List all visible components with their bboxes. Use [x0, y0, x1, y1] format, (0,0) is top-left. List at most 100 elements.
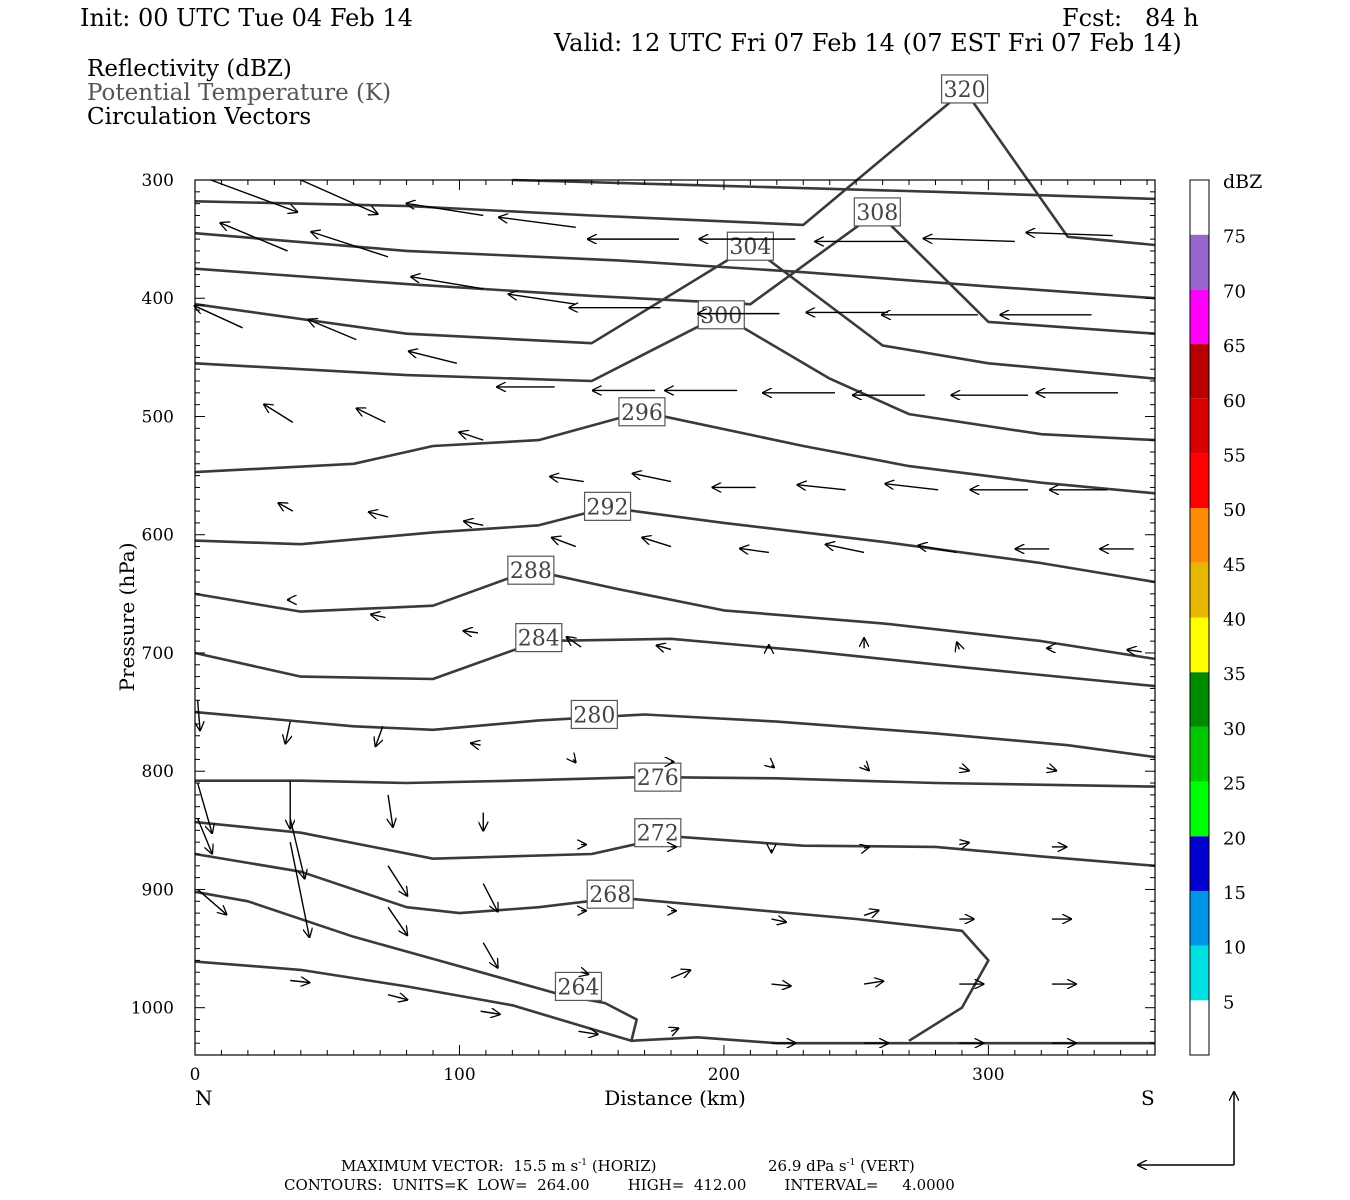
- colorbar-segment: [1190, 234, 1209, 290]
- circulation-vector: [1047, 768, 1057, 771]
- colorbar-segment: [1190, 508, 1209, 563]
- circulation-vector: [290, 981, 309, 983]
- legend-reflectivity: Reflectivity (dBZ): [87, 56, 292, 82]
- forecast-hour: Fcst: 84 h: [1062, 4, 1199, 32]
- colorbar-segment: [1190, 453, 1209, 509]
- colorbar-level-label: 30: [1223, 719, 1246, 740]
- contour-label: 296: [621, 401, 663, 426]
- circulation-vector: [499, 217, 576, 228]
- circulation-vector: [406, 203, 484, 217]
- colorbar-segment: [1190, 180, 1209, 235]
- circulation-vector: [376, 726, 384, 746]
- colorbar-frame: [1189, 179, 1210, 1056]
- max-vector-label: MAXIMUM VECTOR:: [341, 1157, 504, 1175]
- circulation-vector: [195, 306, 243, 329]
- circulation-vector: [371, 615, 386, 618]
- circulation-vector: [771, 984, 791, 986]
- circulation-vector: [573, 759, 575, 762]
- theta-contour: [194, 637, 1156, 688]
- x-tick-label: 200: [708, 1065, 740, 1085]
- circulation-vector: [826, 544, 865, 554]
- contour-label: 268: [589, 883, 631, 908]
- colorbar-segment: [1190, 1000, 1209, 1055]
- circulation-vector: [863, 981, 883, 984]
- circulation-vector: [198, 700, 200, 730]
- circulation-vector: [480, 1011, 500, 1014]
- colorbar-level-label: 65: [1223, 336, 1246, 357]
- theta-contour: [194, 852, 990, 1042]
- init-time: Init: 00 UTC Tue 04 Feb 14: [80, 4, 413, 32]
- contour-label: 300: [700, 304, 742, 329]
- contour-label-box: [515, 623, 563, 653]
- circulation-vector: [482, 883, 497, 912]
- valid-time: Valid: 12 UTC Fri 07 Feb 14 (07 EST Fri …: [554, 29, 1182, 57]
- x-tick-label: 100: [443, 1065, 475, 1085]
- circulation-vector: [357, 408, 386, 424]
- colorbar-level-label: 55: [1223, 445, 1246, 466]
- colorbar-level-label: 25: [1223, 774, 1246, 795]
- theta-contour: [194, 410, 1156, 495]
- circulation-vector: [550, 477, 584, 482]
- colorbar-level-label: 20: [1223, 828, 1246, 849]
- circulation-vector: [220, 223, 288, 252]
- circulation-vector: [798, 485, 846, 490]
- circulation-vector: [567, 637, 582, 648]
- colorbar-segment: [1190, 945, 1209, 1001]
- y-tick-label: 600: [142, 526, 174, 546]
- y-axis-title: Pressure (hPa): [115, 543, 139, 692]
- contour-label-box: [634, 762, 682, 792]
- contour-label-box: [583, 491, 632, 521]
- circulation-vector: [388, 794, 393, 827]
- circulation-vector: [740, 548, 769, 552]
- circulation-vector: [285, 721, 290, 744]
- y-tick-label: 400: [142, 289, 174, 309]
- theta-contour: [195, 775, 1156, 788]
- colorbar-segment: [1190, 562, 1209, 618]
- contour-label-box: [853, 197, 901, 227]
- circulation-vector: [289, 842, 309, 937]
- end-label-north: N: [195, 1086, 213, 1110]
- x-tick-label: 0: [190, 1065, 201, 1085]
- colorbar-level-label: 50: [1223, 500, 1246, 521]
- circulation-vector: [509, 294, 576, 305]
- contour-label-box: [507, 555, 555, 585]
- contour-label: 320: [944, 78, 986, 103]
- colorbar-segment: [1190, 726, 1209, 782]
- circulation-vector: [289, 818, 304, 879]
- circulation-vector: [581, 972, 588, 974]
- colorbar-level-label: 10: [1223, 938, 1246, 959]
- reference-vector: [1138, 1092, 1234, 1165]
- contour-label: 272: [637, 822, 679, 847]
- theta-contour: [512, 178, 1156, 201]
- circulation-vector: [387, 995, 407, 1000]
- circulation-vector: [552, 538, 577, 548]
- theta-contour: [194, 568, 1156, 661]
- circulation-vector: [633, 474, 672, 483]
- circulation-vector: [409, 351, 457, 364]
- circulation-vector: [387, 906, 407, 935]
- colorbar-segment: [1190, 781, 1209, 837]
- contour-label-box: [618, 397, 666, 427]
- colorbar-segment: [1190, 672, 1209, 727]
- contour-label: 308: [856, 201, 898, 226]
- circulation-vector: [957, 642, 959, 649]
- circulation-vector: [864, 847, 869, 848]
- contour-label: 280: [573, 703, 615, 728]
- circulation-vector: [196, 818, 212, 854]
- contour-label: 264: [557, 975, 599, 1000]
- circulation-vector: [278, 503, 294, 511]
- legend-potential-temperature: Potential Temperature (K): [87, 80, 392, 106]
- x-axis-title: Distance (km): [604, 1086, 746, 1110]
- theta-contour: [194, 506, 1156, 584]
- circulation-vector: [924, 238, 1015, 241]
- colorbar-segment: [1190, 617, 1209, 673]
- x-tick-label: 300: [972, 1065, 1004, 1085]
- max-horiz-unit: (HORIZ): [591, 1157, 657, 1175]
- max-vert-exponent: -1: [846, 1158, 856, 1168]
- colorbar-segment: [1190, 344, 1209, 399]
- y-tick-label: 700: [142, 644, 174, 664]
- circulation-vector: [671, 1028, 678, 1031]
- circulation-vector: [670, 970, 690, 979]
